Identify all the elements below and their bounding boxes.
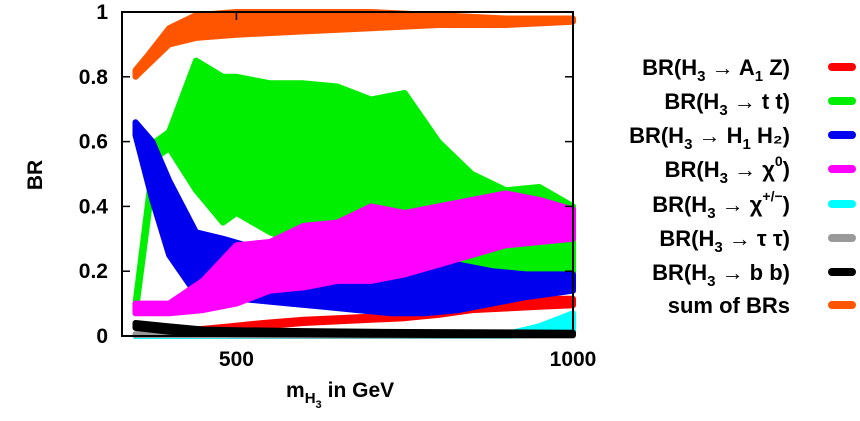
legend-label-h1h2: BR(H3 → H1 H₂): [629, 123, 790, 153]
legend-label-chi0: BR(H3 → χ0): [665, 153, 790, 187]
y-tick-label: 0: [96, 325, 108, 348]
series-bands: [132, 9, 576, 339]
y-axis-label: BR: [24, 160, 47, 190]
plot-frame: [121, 11, 574, 337]
y-tick-label: 0.2: [79, 260, 108, 283]
y-ticks: 0 0.2 0.4 0.6 0.8 1: [79, 1, 573, 348]
x-tick-label: 1000: [550, 348, 597, 371]
y-tick-label: 0.6: [79, 131, 108, 154]
legend: BR(H3 → A1 Z)BR(H3 → t t)BR(H3 → H1 H₂)B…: [629, 55, 856, 318]
x-tick-label: 500: [219, 348, 254, 371]
band-bb: [132, 320, 576, 338]
x-axis-label: mH3 in GeV: [286, 379, 394, 411]
y-tick-label: 0.4: [79, 195, 109, 218]
legend-label-sum: sum of BRs: [668, 293, 790, 318]
x-axis-label-sub2: 3: [316, 399, 322, 411]
x-axis-label-main: m: [286, 379, 305, 402]
x-ticks: 500 1000: [219, 12, 596, 371]
legend-label-tt: BR(H3 → t t): [664, 89, 790, 119]
legend-label-bb: BR(H3 → b b): [652, 260, 790, 290]
legend-label-chipm: BR(H3 → χ+/−): [652, 188, 790, 222]
legend-label-tautau: BR(H3 → τ τ): [659, 226, 790, 256]
y-tick-label: 0.8: [79, 66, 109, 89]
y-tick-label: 1: [96, 1, 108, 24]
x-axis-label-rest: in GeV: [328, 379, 395, 402]
x-axis-label-sub1: H: [305, 390, 316, 407]
legend-label-a1z: BR(H3 → A1 Z): [642, 55, 790, 85]
